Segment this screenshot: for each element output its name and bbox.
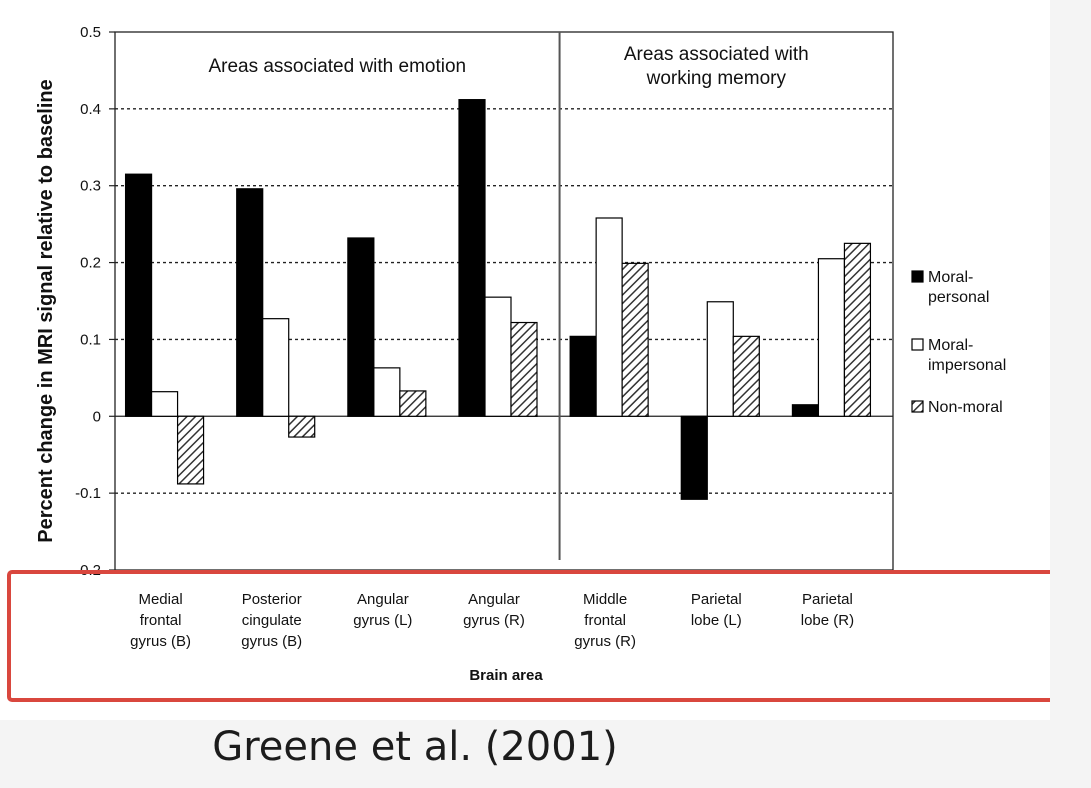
bar [176,415,205,485]
x-tick-label: Middle [583,591,627,608]
region-label: Areas associated with emotion [208,56,466,77]
legend-label: Moral- [928,337,973,354]
highlight-box [7,570,1050,702]
bar [484,296,512,417]
x-tick-label: frontal [140,612,182,629]
region-label: Areas associated with [624,44,809,65]
x-tick-label: cingulate [242,612,302,629]
x-tick-label: lobe (L) [691,612,742,629]
legend-label: Non-moral [928,399,1003,416]
bar [706,301,734,417]
bar [621,262,649,417]
bar [236,188,264,417]
x-tick-label: gyrus (L) [353,612,412,629]
bar [288,415,316,438]
bar [262,318,290,417]
legend-label: Moral- [928,269,973,286]
bar [347,237,375,417]
y-tick-label: 0.3 [80,178,101,195]
legend-label: impersonal [928,357,1006,374]
x-tick-label: Parietal [691,591,742,608]
y-tick-label: 0.4 [80,101,101,118]
bar [124,173,153,417]
x-tick-label: lobe (R) [801,612,854,629]
legend-swatch [911,400,924,413]
bar [569,335,597,417]
bar [732,335,760,417]
figure-caption: Greene et al. (2001) [212,724,618,770]
bar [791,404,820,417]
y-tick-label: -0.1 [75,485,101,502]
bar [843,242,872,417]
bar [680,415,708,500]
y-tick-label: 0.2 [80,255,101,272]
x-tick-label: Parietal [802,591,853,608]
legend-swatch [911,338,924,351]
bar [817,258,846,417]
bar [150,391,179,417]
bar [458,99,486,417]
legend-swatch [911,270,924,283]
bar [595,217,623,417]
bar [510,321,538,417]
y-tick-label: 0.5 [80,24,101,41]
x-tick-label: gyrus (B) [241,633,302,650]
x-tick-label: gyrus (R) [574,633,636,650]
chart-area: 0.5 0.4 0.3 0.2 0.1 0 -0.1 -0.2 Percent change i… [0,0,1050,720]
x-tick-label: Medial [138,591,182,608]
y-tick-label: 0 [93,408,101,425]
x-tick-label: gyrus (R) [463,612,525,629]
bar [373,367,401,417]
x-tick-label: gyrus (B) [130,633,191,650]
y-axis-label: Percent change in MRI signal relative to… [35,79,57,542]
x-axis-label: Brain area [469,667,543,684]
x-tick-label: Angular [468,591,520,608]
region-label: working memory [646,68,787,89]
legend-label: personal [928,289,989,306]
x-tick-label: frontal [584,612,626,629]
x-tick-label: Posterior [242,591,302,608]
x-tick-label: Angular [357,591,409,608]
bar [399,390,427,417]
y-tick-label: 0.1 [80,331,101,348]
